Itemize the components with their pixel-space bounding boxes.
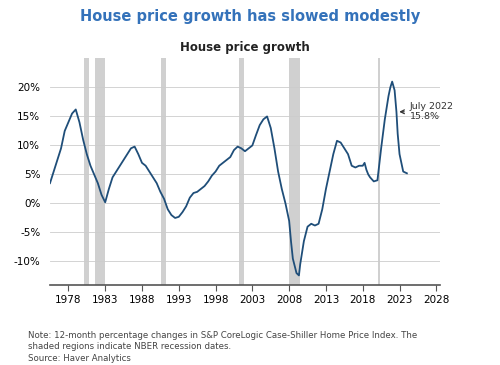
Bar [288,58,300,285]
Bar [240,58,244,285]
Text: House price growth has slowed modestly: House price growth has slowed modestly [80,9,420,24]
Bar [84,58,88,285]
Bar [94,58,104,285]
Bar [161,58,166,285]
Bar [378,58,380,285]
Text: July 2022
15.8%: July 2022 15.8% [400,102,454,122]
Title: House price growth: House price growth [180,42,310,54]
Text: Note: 12-month percentage changes in S&P CoreLogic Case-Shiller Home Price Index: Note: 12-month percentage changes in S&P… [28,331,417,363]
